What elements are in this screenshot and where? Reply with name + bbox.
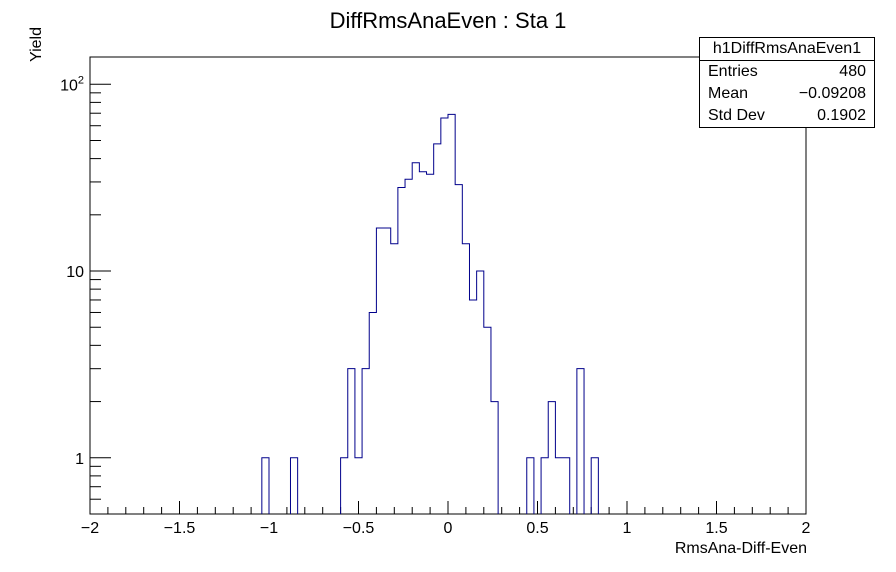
x-tick-label: 1 — [623, 520, 632, 537]
stats-histogram-name: h1DiffRmsAnaEven1 — [700, 38, 874, 61]
y-tick-label: 102 — [60, 74, 84, 94]
y-tick-label: 1 — [75, 451, 84, 468]
stats-stddev-label: Std Dev — [708, 107, 765, 124]
stats-row-mean: Mean −0.09208 — [700, 83, 874, 105]
x-tick-label: −0.5 — [343, 520, 375, 537]
stats-box: h1DiffRmsAnaEven1 Entries 480 Mean −0.09… — [699, 37, 875, 128]
stats-mean-value: −0.09208 — [798, 85, 866, 102]
x-tick-label: 0 — [444, 520, 453, 537]
x-tick-label: −2 — [81, 520, 99, 537]
stats-row-entries: Entries 480 — [700, 61, 874, 83]
stats-entries-value: 480 — [839, 63, 866, 80]
x-tick-label: −1 — [260, 520, 278, 537]
x-tick-label: 2 — [802, 520, 811, 537]
y-tick-label: 10 — [66, 264, 84, 281]
chart-title: DiffRmsAnaEven : Sta 1 — [329, 8, 567, 33]
histogram-line — [261, 113, 599, 514]
x-tick-label: 0.5 — [526, 520, 548, 537]
x-axis-label: RmsAna-Diff-Even — [674, 540, 807, 557]
x-tick-label: −1.5 — [164, 520, 196, 537]
stats-entries-label: Entries — [708, 63, 758, 80]
x-tick-label: 1.5 — [705, 520, 727, 537]
axis-ticks: −2 −1.5 −1 −0.5 0 0.5 1 1.5 2 1 10 102 — [60, 74, 810, 537]
stats-row-stddev: Std Dev 0.1902 — [700, 105, 874, 127]
stats-stddev-value: 0.1902 — [817, 107, 866, 124]
stats-mean-label: Mean — [708, 85, 749, 102]
